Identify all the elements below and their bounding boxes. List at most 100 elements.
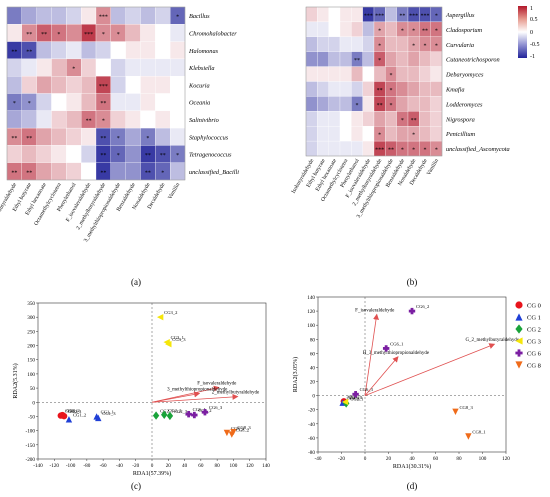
heatmap-cell <box>51 110 67 129</box>
heatmap-row-label: Chromohalobacter <box>189 30 237 37</box>
heatmap-cell <box>170 93 186 111</box>
sample-label: CG8_3 <box>237 425 251 430</box>
data-point-marker <box>203 409 207 416</box>
heatmap-row-label: Staphylococcus <box>189 134 229 141</box>
significance-mark: * <box>161 170 164 176</box>
significance-mark: ** <box>100 101 106 107</box>
y-tick-label: 300 <box>27 315 35 321</box>
significance-mark: * <box>378 58 381 64</box>
heatmap-b: *** *** ** *** *** ** * * ** ** * * *** **** ** ** ** ***… <box>291 6 510 219</box>
heatmap-cell <box>328 140 341 157</box>
y-tick-label: 150 <box>27 358 35 364</box>
heatmap-cell <box>110 58 126 77</box>
significance-mark: ** <box>86 118 92 124</box>
heatmap-cell <box>385 6 397 23</box>
heatmap-cell <box>6 6 22 25</box>
x-tick-label: 80 <box>456 456 462 462</box>
significance-mark: * <box>176 15 179 21</box>
significance-mark: * <box>424 43 427 49</box>
environmental-vector <box>151 391 201 403</box>
heatmap-cell <box>305 96 318 112</box>
significance-mark: ** <box>100 136 106 142</box>
sample-label: CG2_3 <box>174 409 188 414</box>
data-point-marker <box>515 301 523 309</box>
heatmap-cell <box>110 93 126 111</box>
legend-label: CG 8 <box>527 363 541 370</box>
heatmap-cell <box>305 126 318 142</box>
heatmap-row-label: Tetragenococcus <box>189 152 232 159</box>
sample-label: CG3_3 <box>172 337 186 342</box>
data-point-marker <box>223 429 231 437</box>
heatmap-cell <box>339 6 352 23</box>
significance-mark: * <box>401 118 404 124</box>
heatmap-cell <box>305 51 318 67</box>
data-point-marker <box>161 410 168 419</box>
heatmap-cell <box>317 21 329 37</box>
y-tick-label: -60 <box>308 436 315 442</box>
data-point-marker <box>341 398 349 406</box>
sample-label: CG8_1 <box>472 430 486 435</box>
x-tick-label: 60 <box>433 456 439 462</box>
significance-mark: * <box>435 28 438 34</box>
heatmap-cell <box>170 24 186 42</box>
heatmap-cell <box>419 66 431 82</box>
significance-mark: *** <box>409 13 418 19</box>
environmental-vector <box>364 313 380 396</box>
significance-mark: * <box>435 43 438 49</box>
sample-label: CG3_1 <box>171 335 185 340</box>
heatmap-cell <box>110 162 126 181</box>
sample-label: CG6_1 <box>193 407 207 412</box>
x-tick-label: -40 <box>315 456 322 462</box>
sample-label: CG0_3 <box>68 409 82 414</box>
heatmap-frame <box>6 6 186 181</box>
data-point-marker <box>410 307 414 315</box>
heatmap-cell <box>51 76 67 94</box>
significance-mark: * <box>146 136 149 142</box>
significance-mark: *** <box>84 32 93 38</box>
significance-mark: * <box>401 28 404 34</box>
x-tick-label: 20 <box>386 456 392 462</box>
data-point-marker <box>60 412 68 420</box>
data-point-marker <box>517 349 521 357</box>
sample-label: CG8_1 <box>231 426 245 431</box>
heatmap-cell <box>155 93 171 111</box>
heatmap-cell <box>6 110 22 129</box>
heatmap-cell <box>125 145 141 163</box>
data-point-marker <box>354 391 357 398</box>
x-axis-label: RDA1(30.31%) <box>393 463 431 470</box>
significance-mark: * <box>435 13 438 19</box>
x-tick-label: 80 <box>215 463 221 469</box>
x-tick-label: -40 <box>116 463 123 469</box>
sample-label: CG1_2 <box>73 412 87 417</box>
heatmap-cell <box>170 41 186 60</box>
heatmap-cell <box>66 162 82 181</box>
heatmap-cell <box>140 6 156 25</box>
heatmap-cell <box>36 162 52 181</box>
heatmap-cell <box>385 51 397 67</box>
environmental-vector <box>151 393 239 403</box>
heatmap-cell <box>362 51 375 67</box>
heatmap-cell <box>66 24 82 42</box>
data-point-marker <box>156 313 164 321</box>
heatmap-cell <box>317 111 329 127</box>
sample-label: CG2_1 <box>350 396 364 401</box>
heatmap-cell <box>419 81 431 97</box>
heatmap-row-label: unclassified_Ascomycota <box>446 146 510 153</box>
heatmap-cell <box>125 24 141 42</box>
vector-label: 3_methylthiopropionaldehyde <box>167 387 228 392</box>
heatmap-cell <box>385 111 397 127</box>
significance-mark: ** <box>399 13 405 19</box>
significance-mark: * <box>102 118 105 124</box>
x-tick-label: 120 <box>246 463 254 469</box>
heatmap-cell <box>317 96 329 112</box>
heatmap-cell <box>419 126 431 142</box>
sample-label: CG0_2 <box>66 408 80 413</box>
significance-mark: *** <box>421 13 430 19</box>
vector-label: F_isovaleraldehyde <box>355 309 395 314</box>
x-axis-label: RDA1(57.39%) <box>133 470 171 477</box>
y-tick-label: 40 <box>310 365 316 371</box>
y-axis-label: RDA2(3.05%) <box>292 357 299 392</box>
sample-label: CG1_3 <box>102 411 116 416</box>
significance-mark: * <box>356 103 359 109</box>
vector-label: F_isovaleraldehyde <box>197 382 237 387</box>
